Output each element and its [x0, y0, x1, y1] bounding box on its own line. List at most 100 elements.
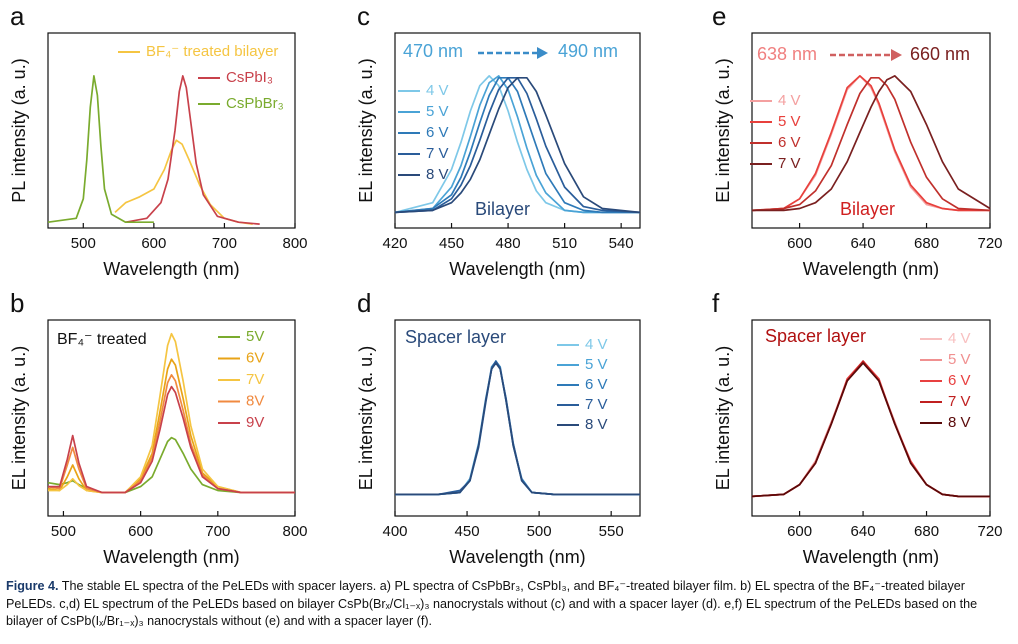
y-axis-label: EL intensity (a. u.) [713, 346, 733, 490]
annotation: Spacer layer [765, 326, 866, 346]
annotation: Bilayer [475, 199, 530, 219]
x-tick-label: 550 [599, 523, 624, 540]
panel-letter: e [712, 1, 726, 31]
x-tick-label: 540 [609, 235, 634, 252]
x-tick-label: 640 [851, 235, 876, 252]
legend-label: 5 V [585, 356, 608, 373]
x-tick-label: 800 [282, 523, 307, 540]
y-axis-label: EL intensity (a. u.) [356, 346, 376, 490]
legend-label: 8V [246, 392, 264, 409]
annotation: Spacer layer [405, 327, 506, 347]
panel-letter: c [357, 1, 370, 31]
x-tick-label: 600 [141, 235, 166, 252]
panel-letter: f [712, 288, 720, 318]
figure: a 500 600 700 800 Wavelength (nm) PL intensity… [9, 1, 1003, 567]
panel-letter: a [10, 1, 25, 31]
caption: Figure 4. The stable EL spectra of the P… [6, 578, 1012, 631]
legend-label: 7 V [426, 145, 449, 162]
legend-label: BF₄⁻ treated bilayer [146, 43, 278, 60]
y-axis-label: EL intensity (a. u.) [9, 346, 29, 490]
spectrum-line [751, 75, 990, 212]
annotation: 490 nm [558, 41, 618, 61]
x-tick-label: 480 [496, 235, 521, 252]
x-tick-label: 700 [205, 523, 230, 540]
legend-label: 4 V [778, 92, 801, 109]
y-axis-label: PL intensity (a. u.) [9, 58, 29, 202]
plot-frame [394, 319, 641, 517]
legend-label: 4 V [585, 336, 608, 353]
x-axis-label: Wavelength (nm) [449, 259, 585, 279]
spectrum-line [47, 358, 295, 494]
y-axis-label: EL intensity (a. u.) [713, 58, 733, 202]
x-axis-label: Wavelength (nm) [103, 547, 239, 567]
x-axis-label: Wavelength (nm) [449, 547, 585, 567]
legend-label: 8 V [948, 414, 971, 431]
legend-label: 7 V [948, 393, 971, 410]
legend-label: 7 V [585, 396, 608, 413]
y-axis-label: EL intensity (a. u.) [356, 58, 376, 202]
x-tick-label: 420 [382, 235, 407, 252]
spectrum-line [114, 139, 253, 225]
spectrum-line [47, 75, 154, 224]
spectrum-line [752, 75, 991, 212]
plot-frame [751, 319, 991, 517]
x-tick-label: 720 [977, 523, 1002, 540]
spectrum-line [48, 332, 295, 494]
x-tick-label: 680 [914, 235, 939, 252]
legend-label: 4 V [948, 330, 971, 347]
legend-label: 5 V [778, 113, 801, 130]
legend-label: CsPbI₃ [226, 69, 273, 86]
legend-label: 4 V [426, 82, 449, 99]
legend-label: 7 V [778, 155, 801, 172]
x-tick-label: 500 [71, 235, 96, 252]
x-tick-label: 450 [439, 235, 464, 252]
x-tick-label: 450 [455, 523, 480, 540]
legend-label: 7V [246, 371, 264, 388]
panel-letter: d [357, 288, 371, 318]
annotation: BF₄⁻ treated [57, 331, 147, 348]
x-tick-label: 600 [128, 523, 153, 540]
x-tick-label: 640 [851, 523, 876, 540]
panel-letter: b [10, 288, 24, 318]
legend-label: 6 V [778, 134, 801, 151]
legend-label: 5V [246, 328, 264, 345]
plot-frame [751, 32, 991, 229]
legend-label: 6 V [426, 124, 449, 141]
plot-frame [47, 32, 296, 229]
x-tick-label: 680 [914, 523, 939, 540]
x-tick-label: 600 [787, 523, 812, 540]
legend-label: 6 V [585, 376, 608, 393]
legend-label: 5 V [948, 351, 971, 368]
spectrum-line [125, 75, 260, 225]
caption-label: Figure 4. [6, 579, 59, 593]
caption-text: The stable EL spectra of the PeLEDs with… [6, 579, 978, 628]
spectrum-line [751, 76, 991, 212]
annotation: 638 nm [757, 44, 817, 64]
plot-frame [394, 32, 641, 229]
x-axis-label: Wavelength (nm) [103, 259, 239, 279]
x-tick-label: 400 [382, 523, 407, 540]
spectrum-line [394, 76, 641, 214]
legend-label: 6V [246, 349, 264, 366]
x-axis-label: Wavelength (nm) [803, 259, 939, 279]
spectrum-line [395, 362, 640, 496]
arrow-head [537, 47, 548, 59]
x-axis-label: Wavelength (nm) [803, 547, 939, 567]
x-tick-label: 720 [977, 235, 1002, 252]
x-tick-label: 510 [552, 235, 577, 252]
annotation: 660 nm [910, 44, 970, 64]
x-tick-label: 800 [282, 235, 307, 252]
spectrum-line [48, 385, 295, 494]
legend-label: 8 V [585, 416, 608, 433]
x-tick-label: 500 [527, 523, 552, 540]
annotation: 470 nm [403, 41, 463, 61]
annotation: Bilayer [840, 199, 895, 219]
arrow-head [891, 49, 902, 61]
spectrum-line [751, 362, 990, 498]
x-tick-label: 500 [51, 523, 76, 540]
legend-label: 6 V [948, 372, 971, 389]
legend-label: 8 V [426, 166, 449, 183]
x-tick-label: 600 [787, 235, 812, 252]
x-tick-label: 700 [212, 235, 237, 252]
